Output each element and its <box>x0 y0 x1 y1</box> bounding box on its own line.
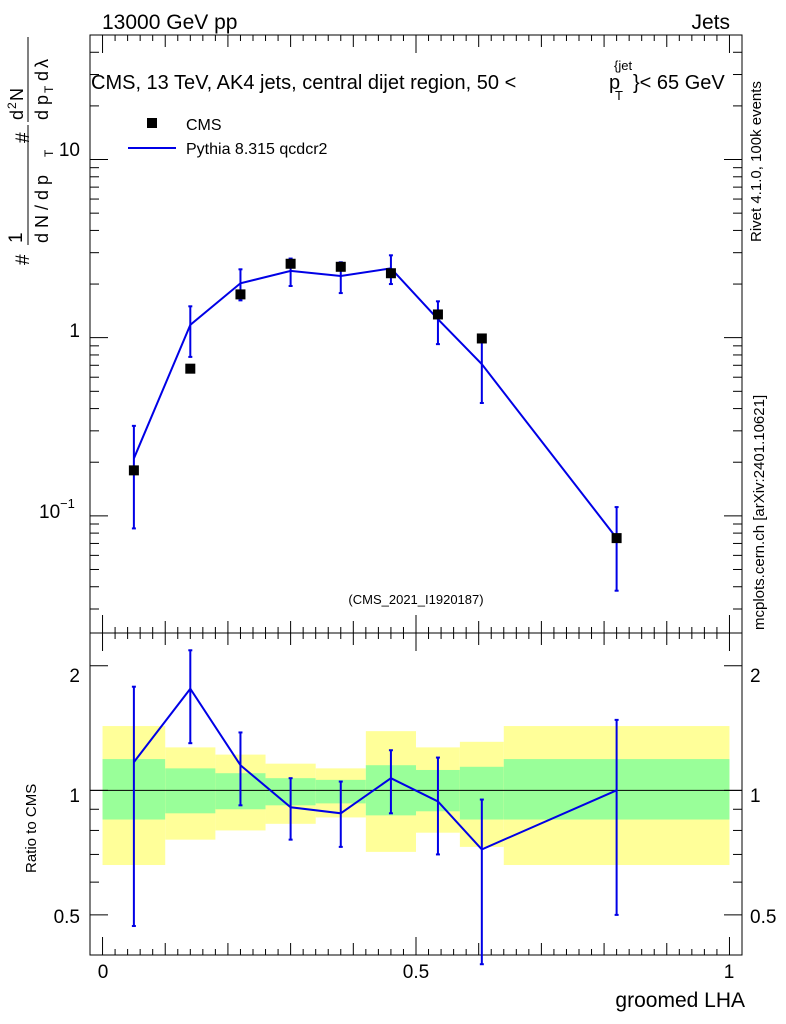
main-axis-ticks <box>90 34 742 633</box>
svg-text:{jet: {jet <box>614 58 632 73</box>
svg-text:}< 65 GeV: }< 65 GeV <box>633 72 725 94</box>
svg-text:d p: d p <box>32 95 52 120</box>
ratio-y-tick-right-2: 2 <box>750 666 761 687</box>
main-series-layer <box>128 254 622 592</box>
svg-text:T: T <box>615 88 623 103</box>
ratio-band-inner <box>165 768 216 814</box>
cms-data-point <box>432 309 443 320</box>
ratio-y-tick-left-2: 2 <box>69 666 80 687</box>
x-tick-label-0: 0 <box>98 962 109 983</box>
rivet-label: Rivet 4.1.0, 100k events <box>748 81 765 242</box>
cms-data-point <box>128 465 139 476</box>
svg-text:T: T <box>42 149 56 157</box>
main-title: CMS, 13 TeV, AK4 jets, central dijet reg… <box>91 58 725 103</box>
svg-text:d N / d p: d N / d p <box>32 175 52 243</box>
cms-data-point <box>476 333 487 344</box>
main-y-label: # 1 d N / d p T # d 2 N d p T d λ <box>5 37 56 265</box>
x-tick-label-1: 1 <box>724 962 735 983</box>
analysis-watermark: (CMS_2021_I1920187) <box>348 592 483 607</box>
svg-text:−1: −1 <box>60 496 75 511</box>
mc-line <box>132 267 618 539</box>
svg-text:p: p <box>609 72 620 94</box>
legend-label-cms: CMS <box>186 117 222 134</box>
svg-text:10: 10 <box>39 502 60 523</box>
svg-text:d: d <box>32 71 52 81</box>
ratio-y-tick-right-1: 1 <box>750 786 761 807</box>
svg-text:1: 1 <box>6 232 27 243</box>
header-left: 13000 GeV pp <box>102 11 237 34</box>
y-tick-label-0.1: 10 −1 <box>39 496 75 523</box>
svg-text:λ: λ <box>32 59 52 68</box>
cms-data-point <box>385 268 396 279</box>
cms-data-point <box>285 258 296 269</box>
mcplots-label: mcplots.cern.ch [arXiv:2401.10621] <box>751 395 768 630</box>
svg-text:N: N <box>7 88 27 101</box>
legend: CMS Pythia 8.315 qcdcr2 <box>128 117 328 158</box>
y-tick-label-1: 1 <box>69 321 80 342</box>
legend-marker-cms <box>147 118 157 128</box>
ratio-y-tick-right-0.5: 0.5 <box>750 907 776 928</box>
x-tick-label-0.5: 0.5 <box>403 962 429 983</box>
ratio-axis-ticks <box>90 633 742 955</box>
cms-data-point <box>335 261 346 272</box>
ratio-y-label: Ratio to CMS <box>23 784 40 873</box>
svg-text:#: # <box>13 254 34 265</box>
cms-data-point <box>611 533 622 544</box>
svg-text:T: T <box>42 85 56 93</box>
svg-text:CMS, 13 TeV, AK4 jets, central: CMS, 13 TeV, AK4 jets, central dijet reg… <box>91 72 516 94</box>
ratio-series-layer <box>131 649 619 966</box>
y-tick-label-10: 10 <box>59 140 80 161</box>
header-right: Jets <box>691 11 730 34</box>
cms-data-point <box>235 289 246 300</box>
ratio-y-tick-left-1: 1 <box>69 786 80 807</box>
x-axis-label: groomed LHA <box>615 989 745 1012</box>
ratio-bands-layer <box>90 726 742 866</box>
legend-label-mc: Pythia 8.315 qcdcr2 <box>186 141 328 158</box>
svg-text:#: # <box>13 132 34 143</box>
ratio-y-tick-left-0.5: 0.5 <box>54 907 80 928</box>
svg-text:d: d <box>7 110 27 120</box>
cms-data-point <box>185 363 196 374</box>
svg-text:2: 2 <box>5 102 19 109</box>
